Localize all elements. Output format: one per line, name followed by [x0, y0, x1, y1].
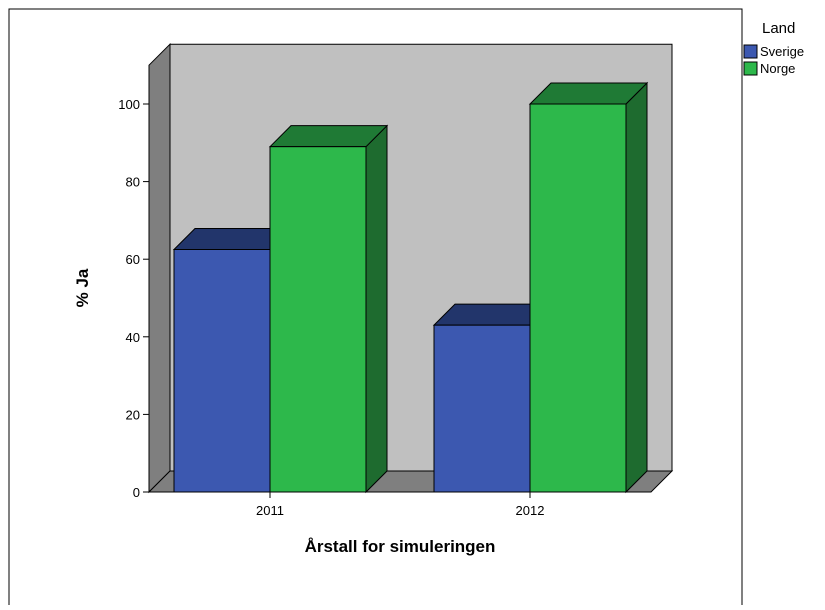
x-tick-label: 2012: [516, 503, 545, 518]
bar-front: [529, 103, 627, 493]
y-tick-label: 100: [118, 97, 140, 112]
legend-label: Sverige: [760, 44, 804, 59]
bar-front: [433, 324, 531, 493]
x-axis-title: Årstall for simuleringen: [305, 537, 496, 556]
y-tick-label: 80: [126, 175, 140, 190]
bar-norge-2011: [268, 124, 389, 494]
y-tick-label: 40: [126, 330, 140, 345]
bar-top: [268, 125, 389, 148]
bar-top: [528, 82, 649, 105]
bar-norge-2012: [528, 81, 649, 494]
y-tick-label: 20: [126, 407, 140, 422]
legend-swatch: [743, 61, 758, 76]
legend: Land Sverige Norge: [743, 20, 804, 76]
side-wall: [148, 42, 171, 494]
bar-side: [625, 81, 648, 494]
y-axis-title: % Ja: [73, 268, 92, 307]
bar-front: [269, 146, 367, 493]
bar-side: [365, 124, 388, 494]
legend-title: Land: [762, 20, 795, 37]
legend-label: Norge: [760, 61, 795, 76]
y-tick-label: 60: [126, 252, 140, 267]
bar-front: [173, 249, 271, 493]
legend-swatch: [743, 44, 758, 59]
y-tick-label: 0: [133, 485, 140, 500]
x-tick-label: 2011: [256, 503, 284, 518]
